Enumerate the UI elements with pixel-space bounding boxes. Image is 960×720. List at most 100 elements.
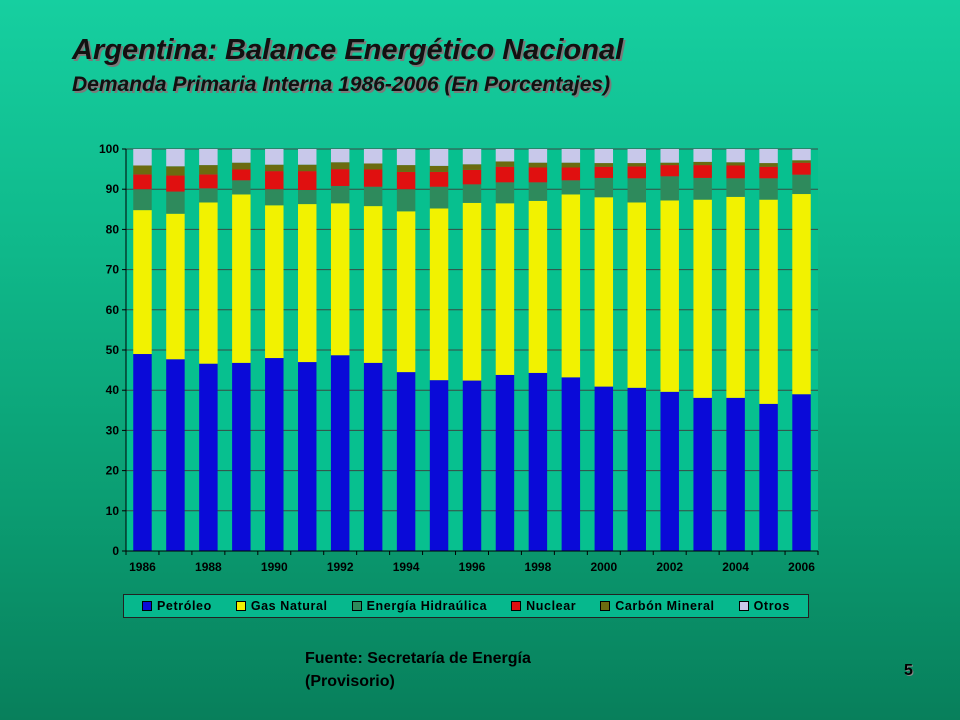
bar-segment-1994-2 [396,211,416,373]
bar-segment-1994-3 [396,189,416,212]
source-line-1: Fuente: Secretaría de Energía [305,650,531,667]
bar-segment-1997-2 [495,203,515,375]
bar-segment-1991-3 [298,190,317,205]
bar-segment-1987-3 [166,191,185,214]
bar-segment-1999-3 [561,180,581,195]
bar-segment-2003-3 [693,177,712,200]
bar-segment-1999-5 [561,162,581,168]
bar-segment-2006-5 [792,160,811,163]
bar-segment-2004-1 [726,397,745,551]
bar-segment-1989-1 [232,362,251,551]
bar-segment-1998-2 [528,200,548,373]
bar-segment-1988-5 [199,165,218,175]
bar-segment-1992-2 [330,203,350,356]
bar-segment-1991-6 [298,149,317,165]
bar-segment-1990-5 [265,164,284,172]
bar-segment-1987-2 [166,213,185,360]
bar-segment-2000-1 [594,386,614,551]
legend-label: Petróleo [157,599,212,613]
bar-segment-1991-5 [298,164,317,172]
y-tick-label: 30 [106,423,120,437]
bar-segment-2000-2 [594,197,614,387]
legend-swatch [511,601,522,611]
bar-segment-2003-6 [693,149,712,162]
bar-segment-1986-5 [133,165,152,175]
bar-segment-2001-5 [627,163,646,167]
y-tick-label: 20 [106,464,120,478]
legend-item: Nuclear [511,599,576,613]
bar-segment-1989-3 [232,180,251,195]
bar-segment-2000-3 [594,177,614,198]
bar-segment-1989-5 [232,162,251,170]
slide-title: Argentina: Balance Energético Nacional [72,34,624,66]
bar-segment-1993-2 [363,206,383,363]
bar-segment-2004-4 [726,165,745,179]
bar-segment-2003-2 [693,199,712,398]
legend-swatch [235,601,246,611]
bar-segment-1986-1 [133,354,152,551]
legend-swatch [600,601,611,611]
bar-segment-2002-1 [660,391,679,551]
bar-segment-1990-6 [265,149,284,165]
bar-segment-1994-5 [396,165,416,172]
bar-segment-1993-1 [363,362,383,551]
y-tick-label: 100 [99,142,119,156]
legend-swatch [738,601,749,611]
legend-item: Energía Hidraúlica [351,599,488,613]
bar-segment-2001-4 [627,166,646,179]
bar-segment-2005-3 [759,178,778,200]
bar-segment-1992-4 [330,169,350,186]
bar-segment-2004-5 [726,162,745,166]
x-tick-label: 1992 [327,560,354,574]
bar-segment-1996-2 [462,202,482,381]
x-tick-label: 1990 [261,560,288,574]
bar-segment-2004-3 [726,178,745,197]
bar-segment-1988-2 [199,202,218,364]
bar-segment-1990-2 [265,205,284,359]
bar-segment-1992-5 [330,162,350,170]
legend-label: Otros [753,599,790,613]
bar-segment-2002-5 [660,162,679,166]
bar-segment-1999-4 [561,167,581,181]
x-tick-label: 1986 [129,560,156,574]
bar-segment-1993-4 [363,169,383,187]
bar-segment-2005-4 [759,166,778,179]
bar-segment-2004-6 [726,149,745,163]
chart-legend: Petróleo Gas Natural Energía Hidraúlica Nuc… [123,594,809,618]
x-tick-label: 2002 [656,560,683,574]
legend-item: Otros [738,599,790,613]
bar-segment-1999-2 [561,194,581,378]
y-tick-label: 10 [106,504,120,518]
bar-segment-2005-1 [759,403,778,551]
bar-segment-1997-5 [495,161,515,167]
x-tick-label: 2006 [788,560,815,574]
legend-item: Carbón Mineral [600,599,714,613]
x-tick-label: 1996 [459,560,486,574]
bar-segment-1988-1 [199,363,218,551]
y-tick-label: 0 [112,544,119,558]
bar-segment-1994-4 [396,171,416,190]
bar-segment-1998-5 [528,162,548,168]
bar-segment-2000-5 [594,163,614,167]
legend-label: Carbón Mineral [615,599,715,613]
bar-segment-1995-1 [429,380,449,551]
bar-segment-1995-4 [429,171,449,187]
y-tick-label: 90 [106,182,120,196]
bar-segment-1987-6 [166,149,185,167]
bar-segment-1989-4 [232,169,251,181]
x-tick-label: 1994 [393,560,420,574]
bar-segment-1992-3 [330,185,350,204]
bar-segment-1987-5 [166,166,185,176]
x-tick-label: 1988 [195,560,222,574]
legend-label: Nuclear [526,599,577,613]
legend-swatch [351,601,362,611]
slide-subtitle: Demanda Primaria Interna 1986-2006 (En P… [72,73,611,96]
bar-segment-2005-5 [759,163,778,167]
bar-segment-1995-2 [429,208,449,381]
bar-segment-2001-1 [627,387,646,551]
bar-segment-1989-6 [232,149,251,163]
bar-segment-1996-3 [462,184,482,203]
bar-segment-1987-1 [166,359,185,551]
x-tick-label: 2004 [722,560,749,574]
